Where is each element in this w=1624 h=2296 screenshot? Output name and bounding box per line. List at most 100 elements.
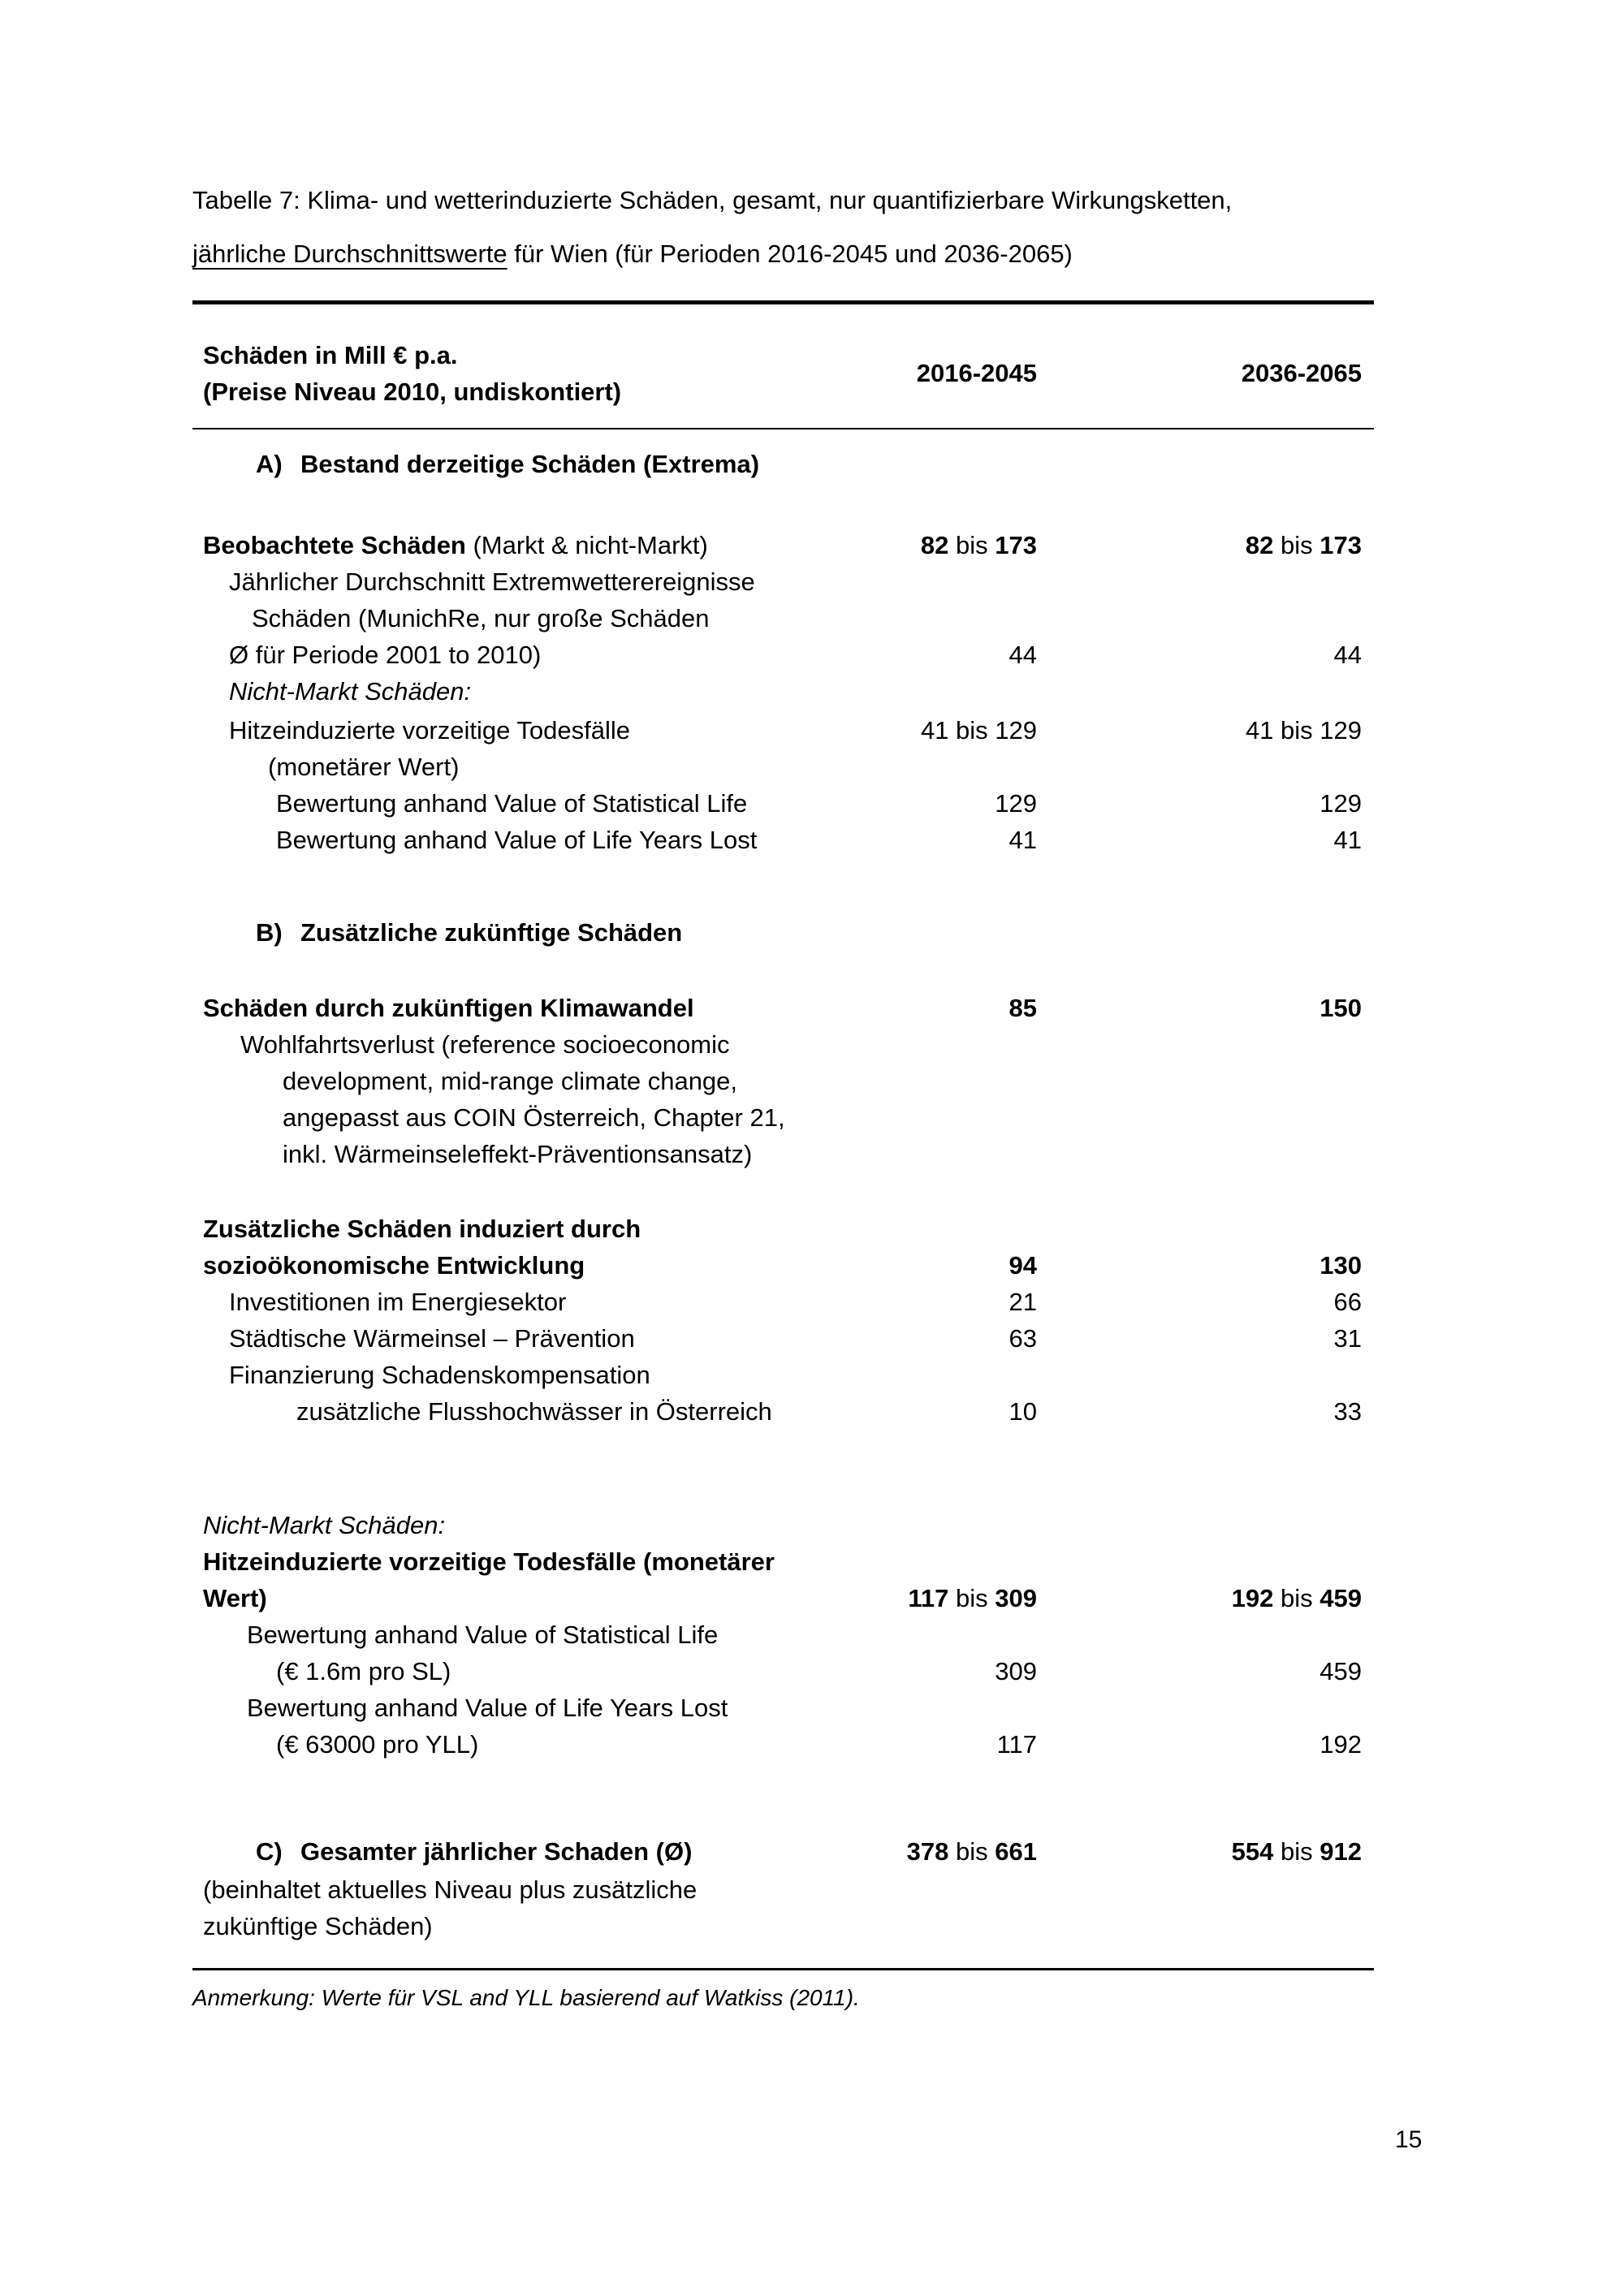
text-segment: Beobachtete Schäden (203, 531, 466, 559)
row-label: Schäden durch zukünftigen Klimawandel (192, 990, 846, 1026)
value-2036-2065: 31 (1049, 1320, 1374, 1357)
value-2036-2065 (1049, 1690, 1374, 1726)
section-title: Zusätzliche zukünftige Schäden (300, 918, 683, 947)
table-row: (€ 63000 pro YLL) 117 192 (192, 1726, 1374, 1763)
table-row: Wert) 117 bis 309 192 bis 459 (192, 1580, 1374, 1616)
section-heading-row: A) Bestand derzeitige Schäden (Extrema) (192, 446, 1374, 482)
value-2016-2045 (846, 1026, 1049, 1063)
table-row: Jährlicher Durchschnitt Extremwettererei… (192, 563, 1374, 600)
value-2036-2065 (1049, 1871, 1374, 1908)
value-2036-2065: 130 (1049, 1247, 1374, 1284)
value-2016-2045: 41 (846, 822, 1049, 858)
text-segment: (monetärer Wert) (268, 753, 460, 781)
table-row: Schäden (MunichRe, nur große Schäden (192, 600, 1374, 637)
caption-line1: Tabelle 7: Klima- und wetterinduzierte S… (192, 186, 1233, 214)
value-2036-2065 (1049, 673, 1374, 710)
text-segment: 44 (1333, 641, 1362, 669)
value-2016-2045 (846, 1871, 1049, 1908)
value-2016-2045: 41 bis 129 (846, 712, 1049, 749)
text-segment: bis (1273, 1837, 1320, 1866)
text-segment: bis (948, 1837, 996, 1866)
value-2036-2065: 192 bis 459 (1049, 1580, 1374, 1616)
text-segment: Bewertung anhand Value of Statistical Li… (247, 1621, 719, 1649)
table-row: Nicht-Markt Schäden: (192, 673, 1374, 710)
text-segment: (Markt & nicht-Markt) (465, 531, 708, 559)
value-2016-2045: 44 (846, 637, 1049, 673)
value-2016-2045 (846, 1063, 1049, 1099)
value-2036-2065 (1049, 914, 1374, 951)
section-heading-row: C) Gesamter jährlicher Schaden (Ø) 378 bis… (192, 1833, 1374, 1870)
section-heading-row: B) Zusätzliche zukünftige Schäden (192, 914, 1374, 951)
text-segment: 173 (1320, 531, 1362, 559)
text-segment: Nicht-Markt Schäden: (203, 1511, 446, 1539)
text-segment: Bewertung anhand Value of Life Years Los… (247, 1694, 728, 1722)
value-2016-2045 (846, 914, 1049, 951)
value-2016-2045 (846, 600, 1049, 637)
value-2016-2045 (846, 446, 1049, 482)
text-segment: Wert) (203, 1584, 267, 1612)
value-2036-2065: 192 (1049, 1726, 1374, 1763)
text-segment: 117 (996, 1730, 1037, 1759)
table-row: Schäden durch zukünftigen Klimawandel 85 1… (192, 990, 1374, 1026)
row-label: Zusätzliche Schäden induziert durch (192, 1211, 846, 1247)
table-row: Städtische Wärmeinsel – Prävention 63 31 (192, 1320, 1374, 1357)
value-2016-2045 (846, 1136, 1049, 1172)
text-segment: 41 (1009, 826, 1037, 854)
table-row: Hitzeinduzierte vorzeitige Todesfälle 41 … (192, 712, 1374, 749)
text-segment: sozioökonomische Entwicklung (203, 1251, 585, 1280)
text-segment: Städtische Wärmeinsel – Prävention (229, 1324, 635, 1353)
value-2016-2045: 85 (846, 990, 1049, 1026)
table-row: zukünftige Schäden) (192, 1908, 1374, 1944)
value-2036-2065: 44 (1049, 637, 1374, 673)
value-2036-2065: 66 (1049, 1284, 1374, 1320)
header-label-line2: (Preise Niveau 2010, undiskontiert) (203, 378, 622, 406)
table-row: Bewertung anhand Value of Life Years Los… (192, 822, 1374, 858)
section-title: Gesamter jährlicher Schaden (Ø) (300, 1837, 693, 1866)
row-label: sozioökonomische Entwicklung (192, 1247, 846, 1284)
text-segment: 10 (1009, 1397, 1037, 1426)
col-header-2036-2065: 2036-2065 (1241, 359, 1362, 387)
value-2036-2065: 459 (1049, 1653, 1374, 1690)
table-row: development, mid-range climate change, (192, 1063, 1374, 1099)
row-label: Hitzeinduzierte vorzeitige Todesfälle (192, 712, 846, 749)
section-letter: B) (256, 918, 283, 947)
text-segment: 129 (1320, 789, 1362, 818)
text-segment: Nicht-Markt Schäden: (229, 677, 472, 706)
text-segment: 661 (995, 1837, 1037, 1866)
value-2016-2045: 378 bis 661 (846, 1833, 1049, 1870)
row-label: Wohlfahrtsverlust (reference socioeconom… (192, 1026, 846, 1063)
value-2036-2065 (1049, 1507, 1374, 1543)
section-letter: C) (256, 1837, 283, 1866)
value-2016-2045: 10 (846, 1393, 1049, 1430)
text-segment: Zusätzliche Schäden induziert durch (203, 1215, 641, 1243)
value-2016-2045 (846, 749, 1049, 785)
text-segment: Bewertung anhand Value of Life Years Los… (276, 826, 758, 854)
value-2036-2065 (1049, 1026, 1374, 1063)
value-2036-2065: 33 (1049, 1393, 1374, 1430)
text-segment: 192 (1320, 1730, 1362, 1759)
row-label: Bewertung anhand Value of Statistical Li… (192, 785, 846, 822)
value-2036-2065 (1049, 1099, 1374, 1136)
text-segment: inkl. Wärmeinseleffekt-Präventionsansatz… (283, 1140, 753, 1168)
row-label: Investitionen im Energiesektor (192, 1284, 846, 1320)
row-label: zusätzliche Flusshochwässer in Österreic… (192, 1393, 846, 1430)
text-segment: 378 (906, 1837, 949, 1866)
value-2036-2065 (1049, 446, 1374, 482)
text-segment: 117 (908, 1584, 949, 1612)
text-segment: Bewertung anhand Value of Statistical Li… (276, 789, 748, 818)
table-caption: Tabelle 7: Klima- und wetterinduzierte S… (192, 174, 1374, 281)
section-title: Bestand derzeitige Schäden (Extrema) (300, 450, 760, 478)
value-2036-2065 (1049, 1357, 1374, 1393)
text-segment: 31 (1333, 1324, 1362, 1353)
text-segment: 85 (1009, 994, 1037, 1022)
damages-table: Schäden in Mill € p.a. (Preise Niveau 20… (192, 300, 1374, 1970)
table-row: zusätzliche Flusshochwässer in Österreic… (192, 1393, 1374, 1430)
value-2016-2045: 117 (846, 1726, 1049, 1763)
row-label: A) Bestand derzeitige Schäden (Extrema) (192, 446, 846, 482)
value-2016-2045 (846, 1357, 1049, 1393)
row-label: C) Gesamter jährlicher Schaden (Ø) (192, 1833, 846, 1870)
row-label: Beobachtete Schäden (Markt & nicht-Markt… (192, 527, 846, 563)
value-2016-2045: 94 (846, 1247, 1049, 1284)
row-label: (monetärer Wert) (192, 749, 846, 785)
text-segment: bis (1273, 531, 1320, 559)
